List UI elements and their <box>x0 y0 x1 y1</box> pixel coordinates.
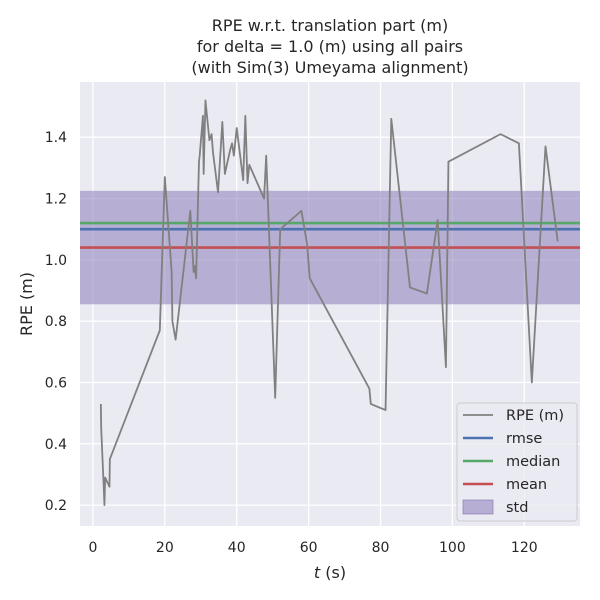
x-tick-label: 100 <box>439 540 466 556</box>
x-tick-label: 120 <box>511 540 538 556</box>
y-axis-label: RPE (m) <box>17 272 36 336</box>
x-tick-labels: 0 20 40 60 80 100 120 <box>88 540 537 556</box>
rpe-line <box>99 99 559 507</box>
x-axis-label-var: t <box>314 563 321 582</box>
x-axis-label: t (s) <box>314 563 346 582</box>
x-tick-label: 0 <box>88 540 97 556</box>
legend-label-std: std <box>506 500 528 516</box>
legend: RPE (m) rmse median mean std <box>456 402 578 522</box>
legend-label-RPE (m): RPE (m) <box>506 408 564 424</box>
x-tick-label: 80 <box>372 540 390 556</box>
y-tick-label: 0.8 <box>45 314 67 330</box>
x-tick-label: 40 <box>228 540 246 556</box>
x-tick-label: 20 <box>156 540 174 556</box>
y-tick-label: 1.2 <box>45 192 67 208</box>
y-tick-label: 0.4 <box>45 437 67 453</box>
legend-label-median: median <box>506 454 560 470</box>
x-tick-label: 60 <box>300 540 318 556</box>
chart-title: RPE w.r.t. translation part (m) for delt… <box>191 16 468 77</box>
x-axis-label-unit: (s) <box>320 563 346 582</box>
legend-label-mean: mean <box>506 477 547 493</box>
y-tick-label: 1.0 <box>45 253 67 269</box>
rpe-series-layer <box>99 99 559 507</box>
legend-frame <box>456 402 578 522</box>
title-line-3: (with Sim(3) Umeyama alignment) <box>191 58 468 77</box>
title-line-2: for delta = 1.0 (m) using all pairs <box>197 37 463 56</box>
legend-swatch-std <box>462 499 494 515</box>
legend-label-rmse: rmse <box>506 431 542 447</box>
y-tick-label: 0.6 <box>45 375 67 391</box>
y-tick-label: 1.4 <box>45 130 67 146</box>
y-tick-labels: 0.2 0.4 0.6 0.8 1.0 1.2 1.4 <box>45 130 67 514</box>
title-line-1: RPE w.r.t. translation part (m) <box>212 16 448 35</box>
y-tick-label: 0.2 <box>45 498 67 514</box>
